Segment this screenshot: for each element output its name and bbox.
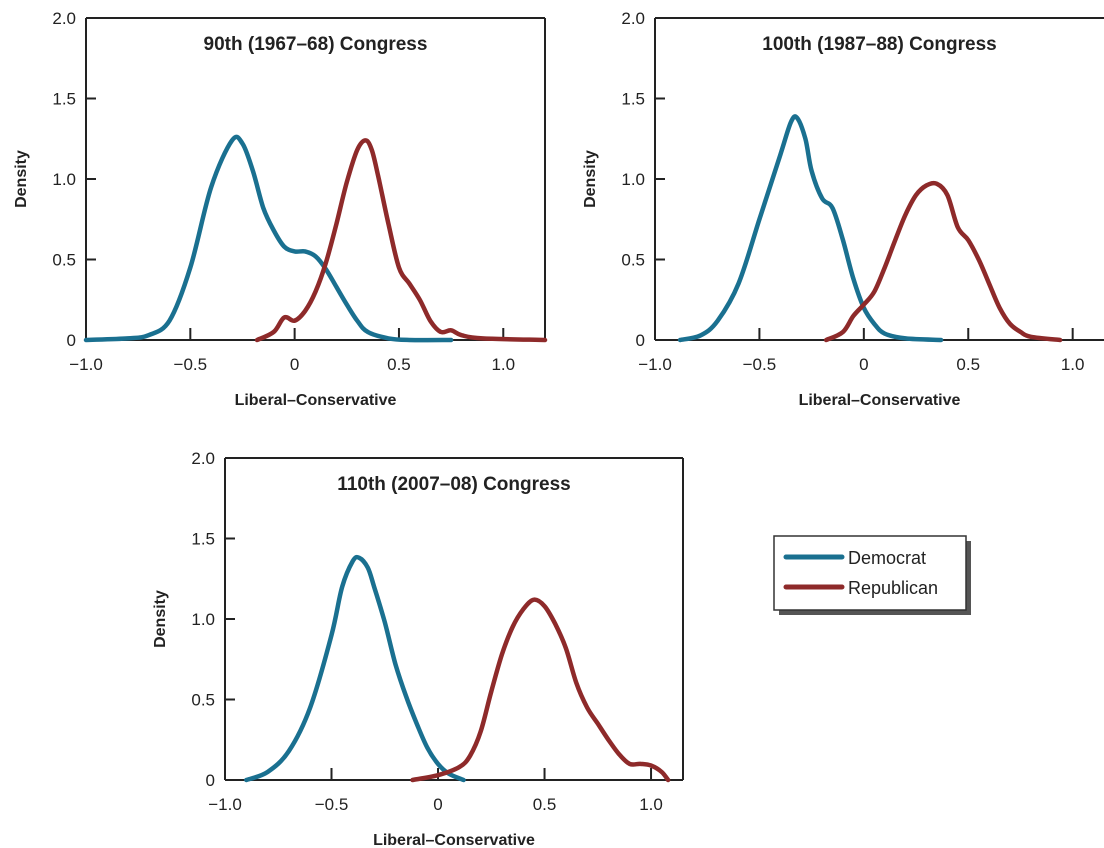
y-tick-label: 0: [636, 331, 645, 350]
chart-title: 100th (1987–88) Congress: [762, 34, 996, 55]
x-tick-label: 0: [433, 795, 442, 814]
y-tick-label: 2.0: [191, 449, 215, 468]
x-tick-label: −1.0: [208, 795, 242, 814]
y-tick-label: 2.0: [621, 9, 645, 28]
y-axis-title: Density: [13, 150, 30, 208]
x-tick-label: −0.5: [743, 355, 777, 374]
y-tick-label: 1.0: [621, 170, 645, 189]
x-tick-label: −0.5: [174, 355, 208, 374]
x-axis-title: Liberal–Conservative: [799, 392, 961, 409]
x-tick-label: 0.5: [533, 795, 557, 814]
x-tick-label: 1.0: [1061, 355, 1085, 374]
series-line-democrat: [244, 554, 466, 783]
x-tick-label: −1.0: [69, 355, 103, 374]
y-tick-label: 0: [206, 771, 215, 790]
x-axis-title: Liberal–Conservative: [373, 832, 535, 848]
chart-title: 110th (2007–08) Congress: [337, 474, 570, 495]
panel-110th-congress: 0 0.5 1.0 1.5 2.0 −1.0 −0.5 0 0.5 1.0 110th (2007–…: [152, 449, 684, 848]
y-tick-label: 1.5: [621, 90, 645, 109]
y-tick-label: 2.0: [52, 9, 76, 28]
x-tick-label: −1.0: [638, 355, 672, 374]
x-tick-label: 0.5: [956, 355, 980, 374]
series-line-democrat: [677, 114, 944, 343]
y-tick-label: 1.5: [191, 530, 215, 549]
y-tick-label: 0: [67, 331, 76, 350]
series-line-republican: [823, 180, 1063, 343]
y-tick-label: 1.0: [52, 170, 76, 189]
x-tick-label: 0.5: [387, 355, 411, 374]
series-line-democrat: [83, 134, 454, 343]
legend-label-democrat: Democrat: [848, 548, 926, 568]
panel-90th-congress: 0 0.5 1.0 1.5 2.0 −1.0 −0.5 0 0.5 1.0 90th (1967–6…: [13, 9, 548, 409]
x-tick-label: 1.0: [491, 355, 515, 374]
y-axis-title: Density: [582, 150, 599, 208]
x-axis-title: Liberal–Conservative: [235, 392, 397, 409]
x-tick-label: 0: [290, 355, 299, 374]
x-tick-label: 1.0: [639, 795, 663, 814]
y-axis-title: Density: [152, 590, 169, 648]
y-tick-label: 0.5: [191, 691, 215, 710]
series-line-republican: [410, 597, 671, 783]
x-tick-label: −0.5: [315, 795, 349, 814]
legend: Democrat Republican: [773, 535, 971, 615]
chart-title: 90th (1967–68) Congress: [204, 34, 428, 55]
legend-box: [773, 535, 967, 611]
series-line-republican: [254, 138, 548, 343]
y-tick-label: 0.5: [621, 251, 645, 270]
panel-100th-congress: 0 0.5 1.0 1.5 2.0 −1.0 −0.5 0 0.5 1.0 100th (1987–…: [582, 9, 1104, 409]
legend-label-republican: Republican: [848, 578, 938, 598]
x-tick-label: 0: [859, 355, 868, 374]
y-tick-label: 1.0: [191, 610, 215, 629]
y-tick-label: 1.5: [52, 90, 76, 109]
y-tick-label: 0.5: [52, 251, 76, 270]
